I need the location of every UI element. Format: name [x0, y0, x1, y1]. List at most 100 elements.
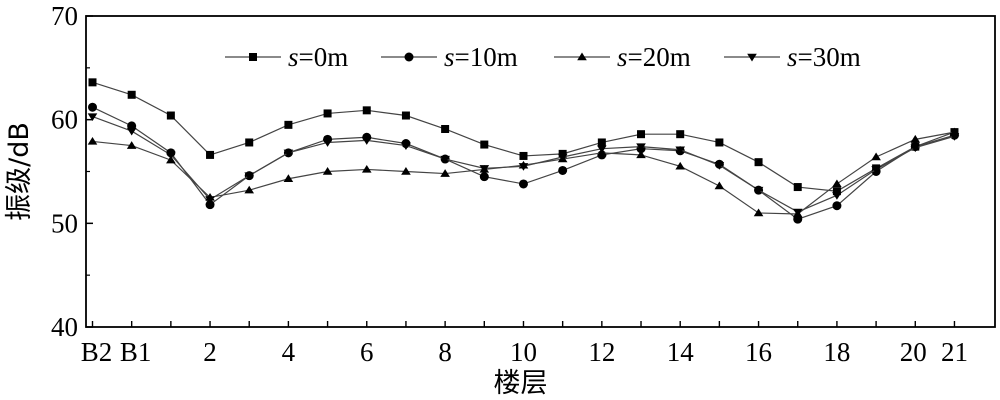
- legend-marker: [577, 52, 587, 61]
- x-tick-label: 18: [823, 337, 850, 367]
- y-tick-label: 70: [51, 1, 78, 31]
- legend-marker: [747, 53, 757, 62]
- data-point: [284, 120, 293, 129]
- x-tick-label: B1: [120, 337, 152, 367]
- data-point: [480, 140, 489, 149]
- data-point: [401, 111, 410, 120]
- data-point: [832, 201, 842, 211]
- data-point: [245, 138, 254, 147]
- data-point: [205, 196, 215, 204]
- data-point: [479, 165, 490, 173]
- legend-variable: s: [288, 42, 299, 72]
- data-point: [832, 179, 842, 188]
- data-point: [361, 164, 372, 173]
- legend: s=0m s=10m s=20m s=30m: [225, 42, 861, 72]
- data-point: [871, 152, 881, 161]
- data-point: [518, 163, 529, 171]
- data-point: [244, 172, 255, 181]
- x-tick-label: 6: [360, 337, 374, 367]
- data-point: [205, 200, 215, 210]
- data-point: [283, 149, 294, 158]
- data-point: [949, 133, 960, 141]
- data-point: [637, 130, 646, 139]
- data-point: [518, 179, 528, 189]
- y-tick-label: 40: [51, 312, 78, 342]
- x-tick-label: 4: [282, 337, 296, 367]
- data-point: [910, 134, 921, 143]
- data-point: [792, 208, 803, 217]
- data-point: [127, 90, 136, 99]
- x-tick-label: 14: [667, 337, 695, 367]
- data-point: [361, 137, 372, 145]
- legend-label: s=30m: [787, 42, 861, 72]
- legend-variable: s: [444, 42, 455, 72]
- legend-label: s=20m: [617, 42, 691, 72]
- data-point: [322, 139, 333, 147]
- data-point: [206, 150, 215, 159]
- x-tick-label: 10: [510, 337, 537, 367]
- legend-variable: s: [787, 42, 798, 72]
- data-point: [715, 138, 724, 147]
- legend-item-2: s=20m: [554, 42, 691, 72]
- data-point: [714, 181, 725, 190]
- y-tick-label: 50: [51, 208, 78, 238]
- legend-variable: s: [617, 42, 628, 72]
- legend-value: =10m: [455, 42, 518, 72]
- series-0: [88, 78, 959, 196]
- data-point: [88, 78, 97, 87]
- data-point: [87, 136, 98, 145]
- axes: 40 50 60 70 B2 B1 2 4 6 8 10 12 14 16 18 20 21: [51, 1, 996, 367]
- series-line: [92, 81, 955, 192]
- legend-item-1: s=10m: [381, 42, 518, 72]
- data-point: [244, 185, 255, 194]
- x-tick-label: 12: [588, 337, 615, 367]
- series-line: [92, 131, 955, 215]
- x-tick-label: 2: [203, 337, 217, 367]
- data-point: [401, 142, 411, 151]
- legend-label: s=10m: [444, 42, 518, 72]
- legend-item-3: s=30m: [724, 42, 861, 72]
- data-point: [754, 158, 763, 167]
- data-point: [441, 124, 450, 133]
- legend-marker: [249, 53, 257, 61]
- data-point: [440, 155, 450, 164]
- legend-value: =0m: [299, 42, 349, 72]
- data-point: [283, 174, 294, 182]
- data-point: [793, 183, 802, 192]
- legend-label: s=0m: [288, 42, 348, 72]
- data-point: [166, 111, 175, 120]
- data-point: [87, 113, 98, 122]
- data-point: [714, 162, 725, 170]
- data-point: [126, 141, 137, 149]
- data-point: [753, 186, 764, 195]
- data-point: [166, 155, 176, 164]
- x-tick-label: B2: [81, 337, 113, 367]
- x-axis-title: 楼层: [494, 368, 548, 399]
- series-layer: [87, 78, 960, 224]
- data-point: [519, 151, 528, 160]
- y-axis-title: 振级/dB: [4, 122, 35, 221]
- data-point: [675, 161, 685, 170]
- x-tick-label: 8: [438, 337, 452, 367]
- data-point: [557, 153, 568, 162]
- data-point: [479, 172, 489, 182]
- data-point: [166, 151, 176, 160]
- legend-value: =30m: [798, 42, 861, 72]
- data-point: [832, 187, 841, 196]
- data-point: [753, 208, 764, 217]
- data-point: [675, 146, 685, 155]
- data-point: [910, 144, 921, 153]
- data-point: [597, 138, 606, 147]
- data-point: [636, 143, 646, 152]
- legend-item-0: s=0m: [225, 42, 348, 72]
- data-point: [323, 109, 332, 118]
- data-point: [440, 169, 450, 177]
- data-point: [636, 150, 646, 159]
- data-point: [558, 165, 568, 175]
- data-point: [597, 145, 607, 154]
- y-tick-label: 60: [51, 105, 78, 135]
- data-point: [126, 127, 137, 136]
- x-tick-label: 16: [745, 337, 772, 367]
- data-point: [362, 106, 371, 115]
